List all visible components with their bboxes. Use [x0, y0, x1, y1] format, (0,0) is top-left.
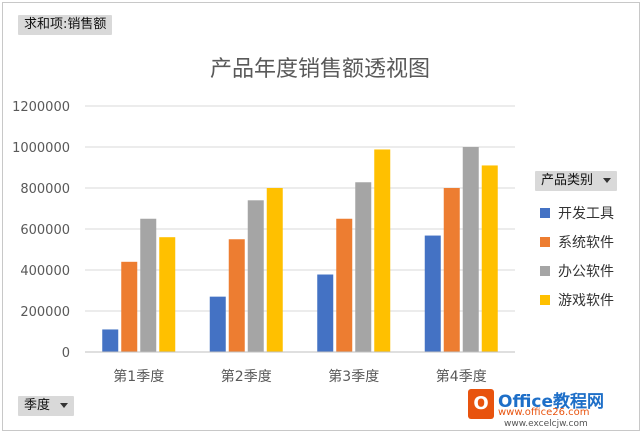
y-tick-label: 800000: [20, 182, 70, 197]
legend-label: 游戏软件: [558, 292, 614, 309]
legend: 开发工具系统软件办公软件游戏软件: [540, 198, 614, 314]
bar: [374, 149, 391, 352]
legend-swatch: [540, 294, 550, 305]
value-field-label: 求和项:销售额: [24, 17, 107, 32]
bar: [462, 147, 479, 352]
bar: [266, 188, 283, 352]
bar: [159, 237, 176, 352]
bar: [209, 296, 226, 352]
chevron-down-icon[interactable]: [60, 403, 69, 408]
bar: [481, 165, 498, 352]
x-tick-label: 第4季度: [436, 368, 487, 385]
legend-swatch: [540, 265, 550, 276]
y-tick-label: 1000000: [12, 141, 70, 156]
bar: [121, 261, 138, 352]
legend-field-button[interactable]: 产品类别: [535, 171, 618, 191]
value-field-button[interactable]: 求和项:销售额: [18, 15, 113, 35]
legend-field-label: 产品类别: [541, 173, 594, 188]
bar: [317, 274, 334, 352]
bar: [355, 182, 372, 352]
y-tick-label: 1200000: [12, 100, 70, 115]
bar: [102, 329, 119, 352]
x-tick-label: 第2季度: [221, 368, 272, 385]
y-tick-label: 200000: [20, 305, 70, 320]
category-field-label: 季度: [24, 398, 51, 413]
watermark: O Office教程网 www.office26.com www.excelcj…: [468, 389, 638, 431]
watermark-brand: Office教程网: [498, 392, 605, 412]
office-logo-icon: O: [468, 389, 494, 419]
legend-item: 开发工具: [540, 198, 614, 227]
bars: [102, 147, 498, 352]
y-axis: 0 200000 400000 600000 800000 1000000 1200000: [12, 100, 70, 361]
chart-title: 产品年度销售额透视图: [210, 57, 430, 82]
chart-frame: [2, 2, 640, 431]
x-tick-label: 第3季度: [328, 368, 379, 385]
bar: [443, 188, 460, 352]
bar: [336, 218, 353, 352]
y-tick-label: 600000: [20, 223, 70, 238]
legend-label: 开发工具: [558, 205, 614, 222]
legend-item: 系统软件: [540, 227, 614, 256]
y-tick-label: 0: [62, 346, 70, 361]
legend-label: 办公软件: [558, 263, 614, 280]
legend-item: 办公软件: [540, 256, 614, 285]
y-tick-label: 400000: [20, 264, 70, 279]
bar: [140, 218, 157, 352]
category-field-button[interactable]: 季度: [18, 396, 75, 416]
x-axis: 第1季度 第2季度 第3季度 第4季度: [85, 351, 515, 385]
bar: [247, 200, 264, 352]
watermark-site2: www.excelcjw.com: [504, 419, 588, 429]
legend-swatch: [540, 236, 550, 247]
x-tick-label: 第1季度: [113, 368, 164, 385]
legend-label: 系统软件: [558, 234, 614, 251]
watermark-site: www.office26.com: [498, 407, 590, 418]
chevron-down-icon[interactable]: [603, 178, 612, 183]
legend-swatch: [540, 207, 550, 218]
legend-item: 游戏软件: [540, 285, 614, 314]
bar: [424, 235, 441, 352]
bar: [228, 239, 245, 352]
